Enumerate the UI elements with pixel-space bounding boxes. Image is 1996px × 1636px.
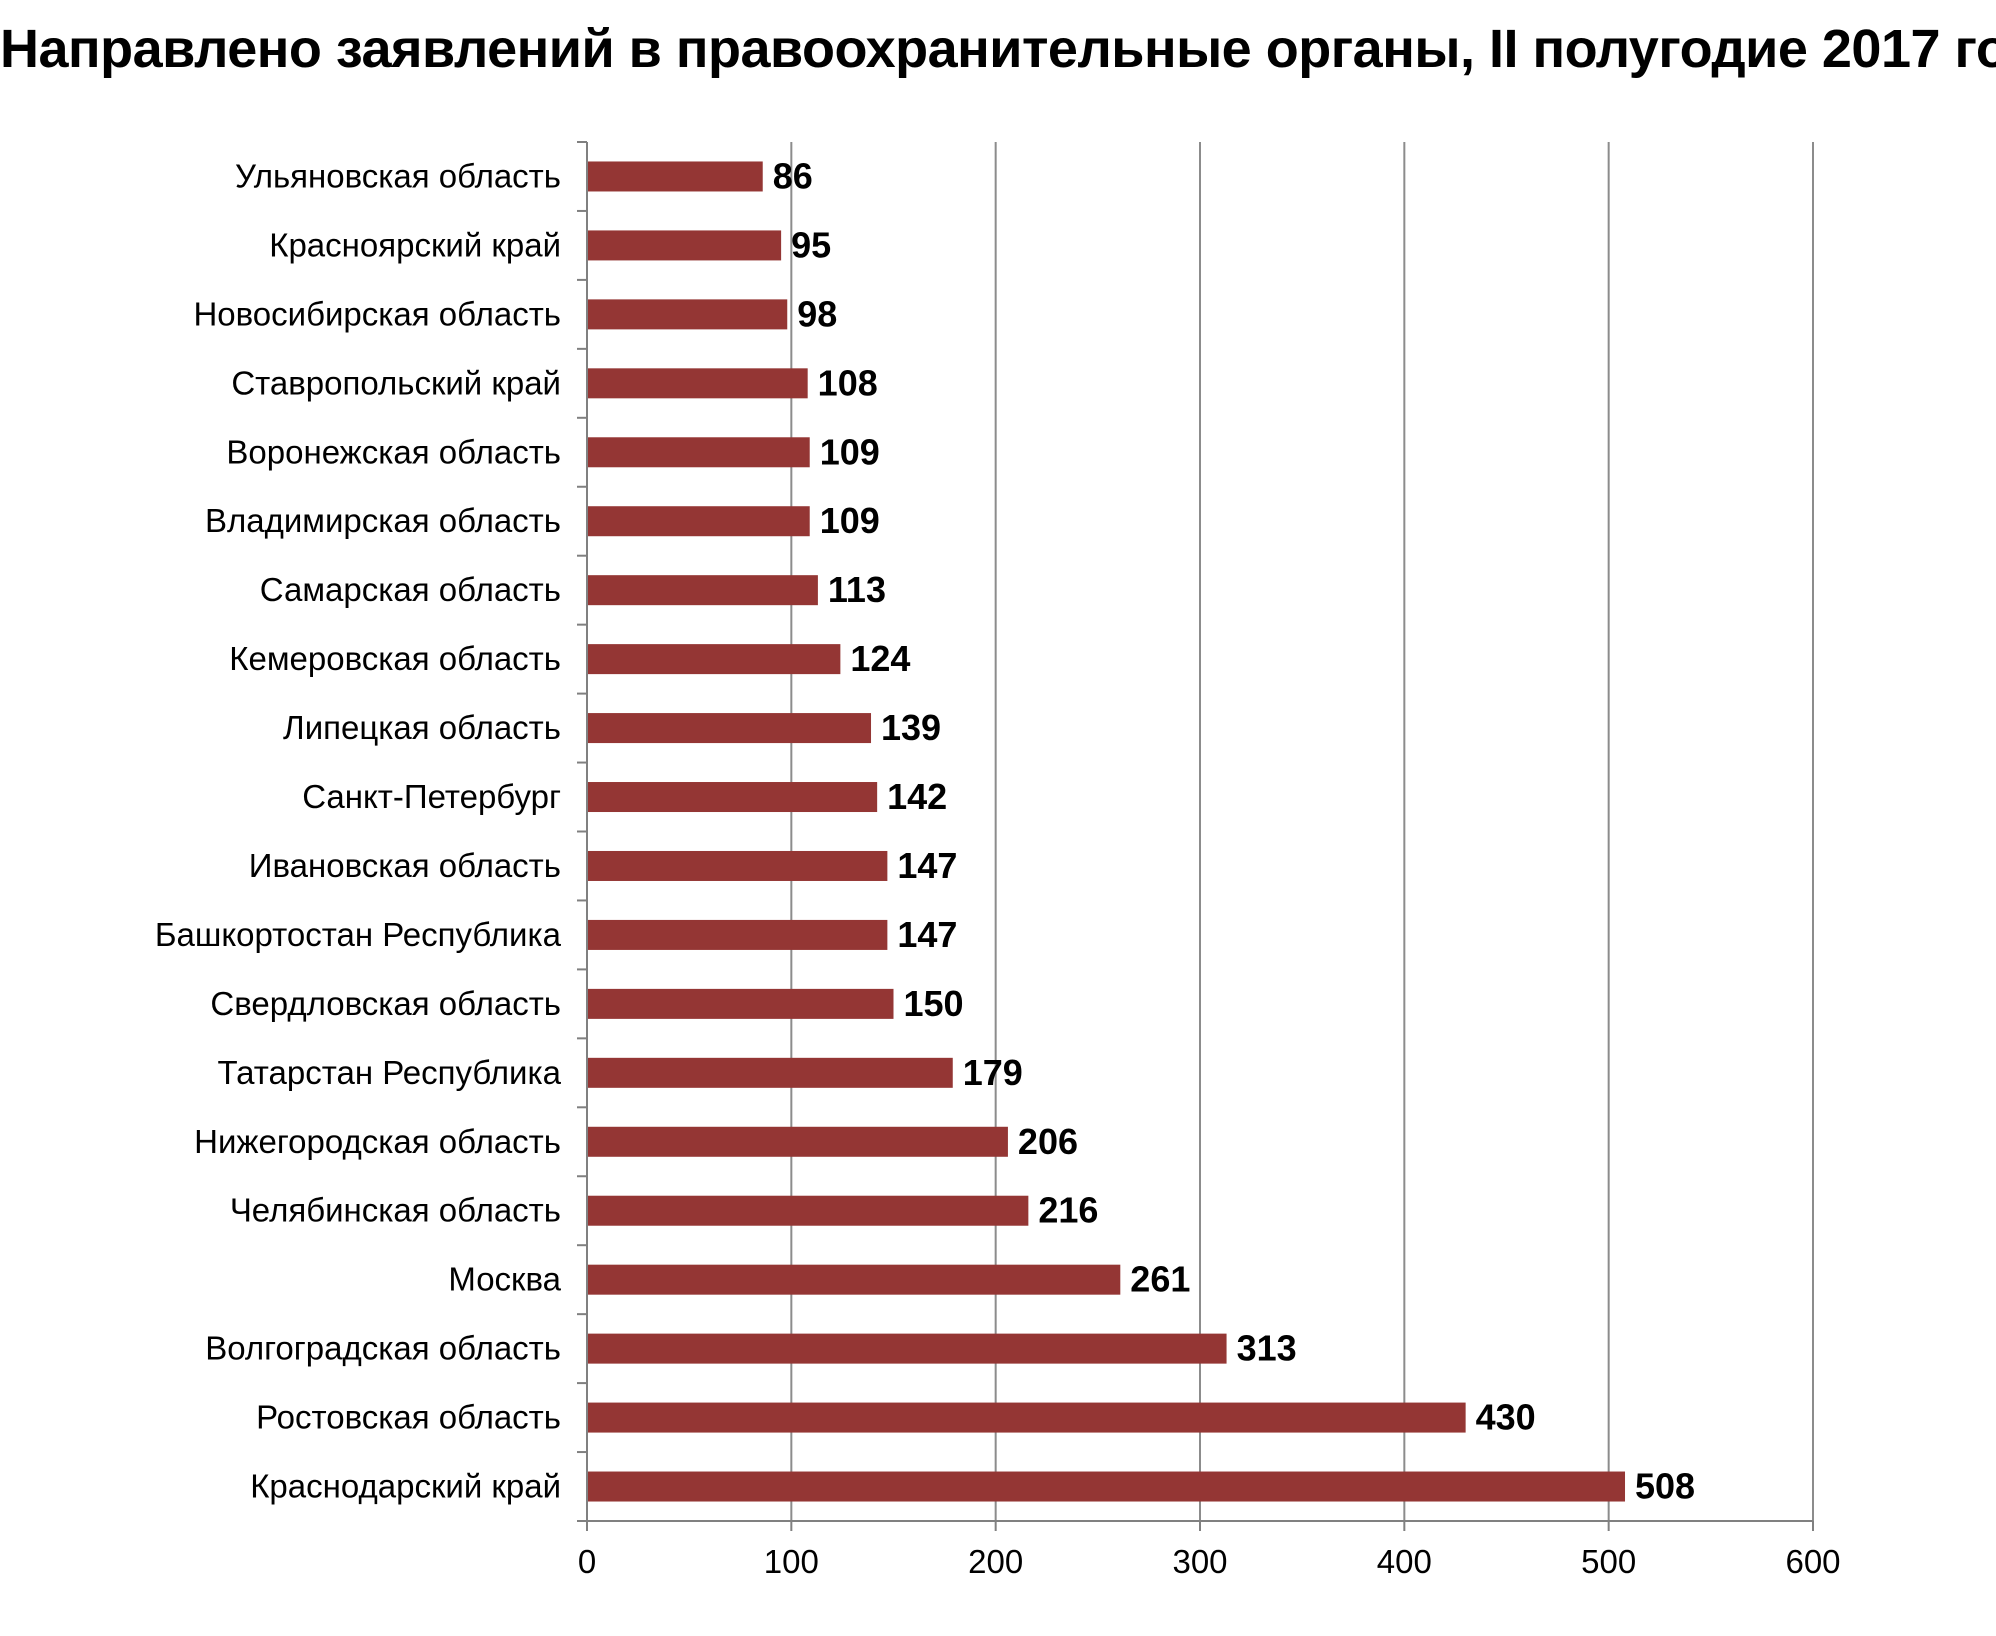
data-label: 150	[904, 983, 964, 1024]
data-label: 98	[797, 293, 837, 334]
bar	[588, 299, 788, 330]
bar	[588, 161, 763, 192]
category-label: Санкт-Петербург	[302, 778, 561, 815]
category-label: Ивановская область	[249, 847, 561, 884]
data-label: 261	[1130, 1259, 1190, 1300]
bar	[588, 850, 888, 881]
bar	[588, 1402, 1466, 1433]
category-label: Свердловская область	[210, 985, 561, 1022]
category-label: Волгоградская область	[205, 1330, 561, 1367]
bar	[588, 988, 894, 1019]
data-label: 147	[897, 845, 957, 886]
bar	[588, 1264, 1121, 1295]
bar	[588, 1057, 953, 1088]
category-label: Владимирская область	[205, 502, 561, 539]
x-tick-label: 100	[764, 1543, 819, 1580]
data-label: 108	[818, 362, 878, 403]
category-label: Самарская область	[260, 571, 561, 608]
bar	[588, 782, 878, 813]
data-label: 179	[963, 1052, 1023, 1093]
data-label: 109	[820, 431, 880, 472]
category-label: Ульяновская область	[235, 157, 561, 194]
bars	[588, 161, 1626, 1502]
data-label: 113	[828, 569, 886, 610]
category-label: Челябинская область	[230, 1192, 561, 1229]
bar	[588, 506, 810, 537]
bar	[588, 1333, 1227, 1364]
x-tick-label: 600	[1785, 1543, 1840, 1580]
category-label: Липецкая область	[283, 709, 561, 746]
x-tick-label: 300	[1172, 1543, 1227, 1580]
x-tick-label: 500	[1581, 1543, 1636, 1580]
data-label: 86	[773, 155, 813, 196]
category-label: Красноярский край	[269, 226, 561, 263]
data-label: 142	[887, 776, 947, 817]
bar	[588, 1471, 1626, 1502]
bar	[588, 575, 818, 606]
data-label: 147	[897, 914, 957, 955]
bar	[588, 644, 841, 675]
data-label: 124	[850, 638, 910, 679]
data-label: 313	[1237, 1328, 1297, 1369]
x-tick-label: 400	[1377, 1543, 1432, 1580]
data-label: 206	[1018, 1121, 1078, 1162]
bar	[588, 1126, 1008, 1157]
category-label: Ставропольский край	[231, 364, 561, 401]
bar	[588, 919, 888, 950]
category-label: Новосибирская область	[193, 295, 561, 332]
category-label: Башкортостан Республика	[155, 916, 562, 953]
category-label: Москва	[448, 1261, 561, 1298]
bar	[588, 713, 872, 744]
axes	[577, 141, 1814, 1531]
data-label: 139	[881, 707, 941, 748]
chart-title: Направлено заявлений в правоохранительны…	[0, 19, 1996, 79]
data-label: 508	[1635, 1466, 1695, 1507]
bar	[588, 368, 808, 399]
x-tick-label: 0	[578, 1543, 596, 1580]
data-label: 216	[1038, 1190, 1098, 1231]
data-label: 95	[791, 224, 831, 265]
bar	[588, 1195, 1029, 1226]
category-label: Кемеровская область	[229, 640, 561, 677]
bar	[588, 437, 810, 468]
gridlines	[790, 142, 1814, 1521]
category-label: Воронежская область	[226, 433, 561, 470]
data-label: 109	[820, 500, 880, 541]
bar	[588, 230, 782, 261]
x-tick-label: 200	[968, 1543, 1023, 1580]
category-label: Краснодарский край	[250, 1468, 561, 1505]
data-label: 430	[1476, 1397, 1536, 1438]
category-label: Татарстан Республика	[217, 1054, 561, 1091]
labels: 0 100 200 300 400 500 600 Ульяновская область 86…	[155, 155, 1841, 1580]
category-label: Нижегородская область	[194, 1123, 561, 1160]
category-label: Ростовская область	[256, 1399, 561, 1436]
